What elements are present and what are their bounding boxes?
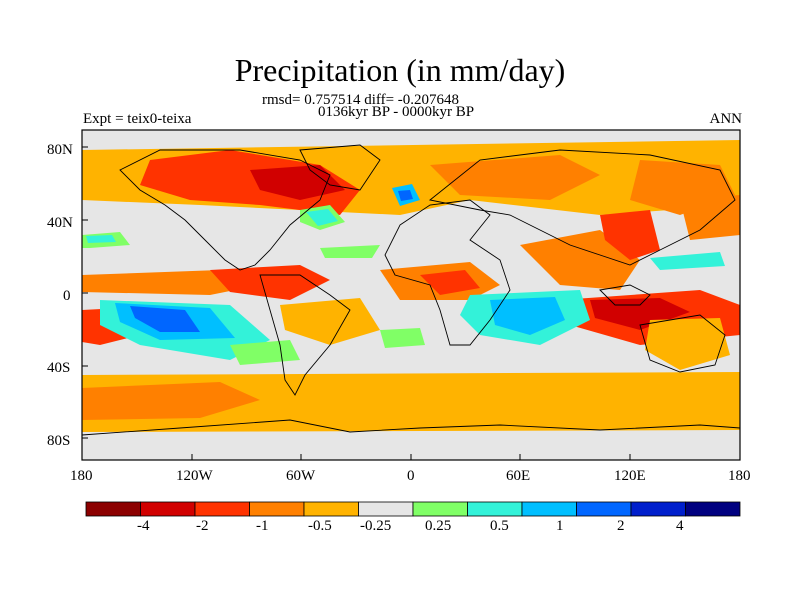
lon-label-180e: 180 (728, 468, 751, 484)
colorbar-swatch (358, 501, 414, 517)
central-america-dry (210, 265, 330, 300)
colorbar-swatch (685, 501, 741, 517)
australia-dry (645, 318, 730, 370)
colorbar-swatch (521, 501, 577, 517)
south-atlantic-wet-patch (380, 328, 425, 348)
season-label: ANN (709, 111, 743, 127)
lon-label-180w: 180 (70, 468, 93, 484)
eurasia-coast (428, 149, 736, 266)
amazon-dry (280, 298, 380, 345)
lon-label-120e: 120E (614, 468, 646, 484)
period-subtitle: 0136kyr BP - 0000kyr BP (318, 104, 475, 120)
colorbar-swatch (303, 501, 359, 517)
colorbar-swatch (85, 501, 141, 517)
colorbar-label: 0.5 (490, 518, 509, 534)
lon-label-60e: 60E (506, 468, 531, 484)
maritime-continent-dry-core (590, 298, 690, 330)
colorbar-label: 1 (556, 518, 564, 534)
colorbar-label: 0.25 (425, 518, 452, 534)
colorbar-label: -0.5 (308, 518, 332, 534)
east-pacific-wet-light (230, 340, 300, 365)
europe-africa-coast (384, 199, 511, 346)
colorbar-label: -2 (196, 518, 209, 534)
colorbar-label: -0.25 (360, 518, 392, 534)
indian-ocean-dry-north (520, 230, 640, 290)
colorbar (85, 501, 741, 517)
southern-ocean-dry-band (82, 372, 740, 432)
antarctica-coast (82, 419, 740, 436)
colorbar-swatch (140, 501, 196, 517)
south-america-coast (259, 274, 351, 396)
atlantic-subtropical-wet (320, 245, 380, 258)
axis-ticks (81, 146, 741, 460)
east-asia-dry-band (600, 210, 660, 260)
colorbar-swatch (412, 501, 468, 517)
lat-label-40n: 40N (47, 215, 73, 231)
lat-label-80s: 80S (47, 433, 71, 449)
pacific-itcz-dry (82, 270, 260, 295)
lon-label-120w: 120W (176, 468, 213, 484)
colorbar-swatch (467, 501, 523, 517)
colorbar-swatch (576, 501, 632, 517)
lat-label-80n: 80N (47, 142, 73, 158)
south-pacific-wet-core (130, 306, 200, 332)
greenland-coast (299, 144, 381, 191)
colorbar-label: -1 (256, 518, 269, 534)
north-atlantic-wet-core (306, 209, 338, 226)
experiment-label: Expt = teix0-teixa (83, 111, 192, 127)
lon-label-60w: 60W (286, 468, 316, 484)
australia-coast (639, 314, 726, 373)
colorbar-swatch (194, 501, 250, 517)
page-title: Precipitation (in mm/day) (234, 52, 566, 88)
greenland-dry-core (250, 165, 345, 200)
colorbar-label: 4 (676, 518, 684, 534)
pacific-north-wet-light-2 (86, 235, 116, 243)
south-pacific-dry-patch (82, 382, 260, 420)
colorbar-label: 2 (617, 518, 625, 534)
south-indian-wet-core (490, 297, 565, 335)
stats-subtitle: rmsd= 0.757514 diff= -0.207648 (262, 92, 460, 108)
coastlines (82, 144, 740, 436)
colorbar-swatch (630, 501, 686, 517)
maritime-islands-coast (599, 284, 651, 306)
north-pacific-dry-patch (680, 195, 740, 240)
lon-label-0: 0 (407, 468, 415, 484)
lat-label-40s: 40S (47, 360, 71, 376)
nordic-sea-wet-core (398, 190, 413, 201)
west-pacific-wet (650, 252, 725, 270)
lat-label-0: 0 (63, 288, 71, 304)
colorbar-swatch (249, 501, 305, 517)
north-america-coast (119, 149, 331, 271)
colorbar-label: -4 (137, 518, 150, 534)
precip-field (82, 130, 740, 460)
sahel-dry-core (420, 270, 480, 295)
